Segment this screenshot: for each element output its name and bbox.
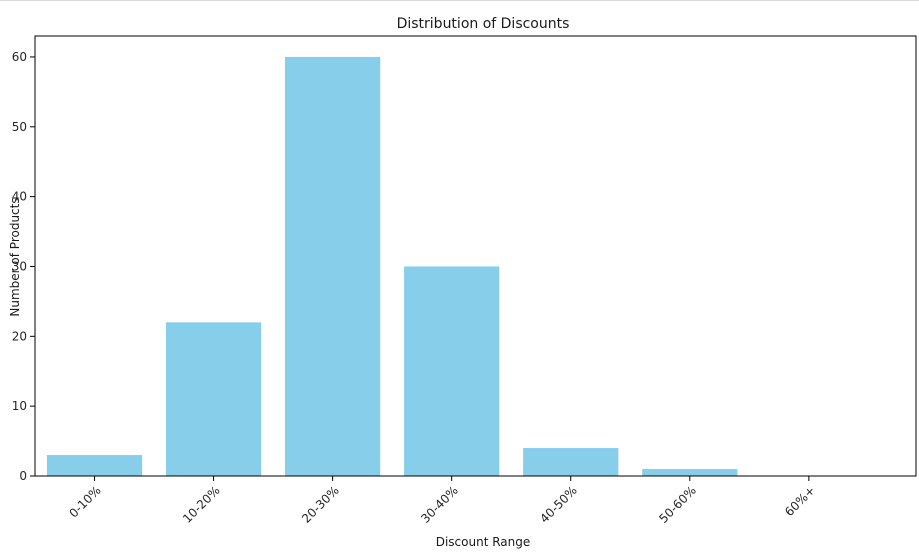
- bar-10-20%: [165, 322, 262, 476]
- bar-20-30%: [285, 56, 381, 476]
- y-axis: 0 10 20 30 40 50 60: [12, 50, 35, 483]
- bars-layer: [46, 56, 738, 476]
- plot-frame: [34, 35, 917, 477]
- x-axis-title: Discount Range: [436, 535, 531, 549]
- x-tick-label: 50-60%: [656, 483, 699, 526]
- x-tick-label: 30-40%: [418, 483, 461, 526]
- y-tick-label: 50: [12, 120, 27, 134]
- y-tick-label: 10: [12, 399, 27, 413]
- bar-50-60%: [642, 469, 738, 476]
- y-tick-label: 0: [19, 469, 27, 483]
- bar-40-50%: [523, 448, 619, 476]
- y-tick-label: 60: [12, 50, 27, 64]
- x-tick-label: 0-10%: [66, 483, 103, 520]
- x-tick-label: 60%+: [782, 483, 818, 519]
- y-tick-label: 30: [12, 259, 27, 273]
- y-tick-label: 20: [12, 329, 27, 343]
- x-axis: 0-10% 10-20% 20-30% 30-40% 40-50% 50-60% 60%+: [66, 476, 818, 526]
- bar-0-10%: [46, 455, 143, 476]
- y-axis-title: Number of Products: [8, 197, 22, 316]
- chart-title: Distribution of Discounts: [397, 16, 570, 32]
- bar-30-40%: [404, 266, 500, 476]
- x-tick-label: 20-30%: [299, 483, 342, 526]
- x-tick-label: 40-50%: [537, 483, 580, 526]
- x-tick-label: 10-20%: [180, 483, 223, 526]
- top-divider: [0, 0, 919, 1]
- y-tick-label: 40: [12, 190, 27, 204]
